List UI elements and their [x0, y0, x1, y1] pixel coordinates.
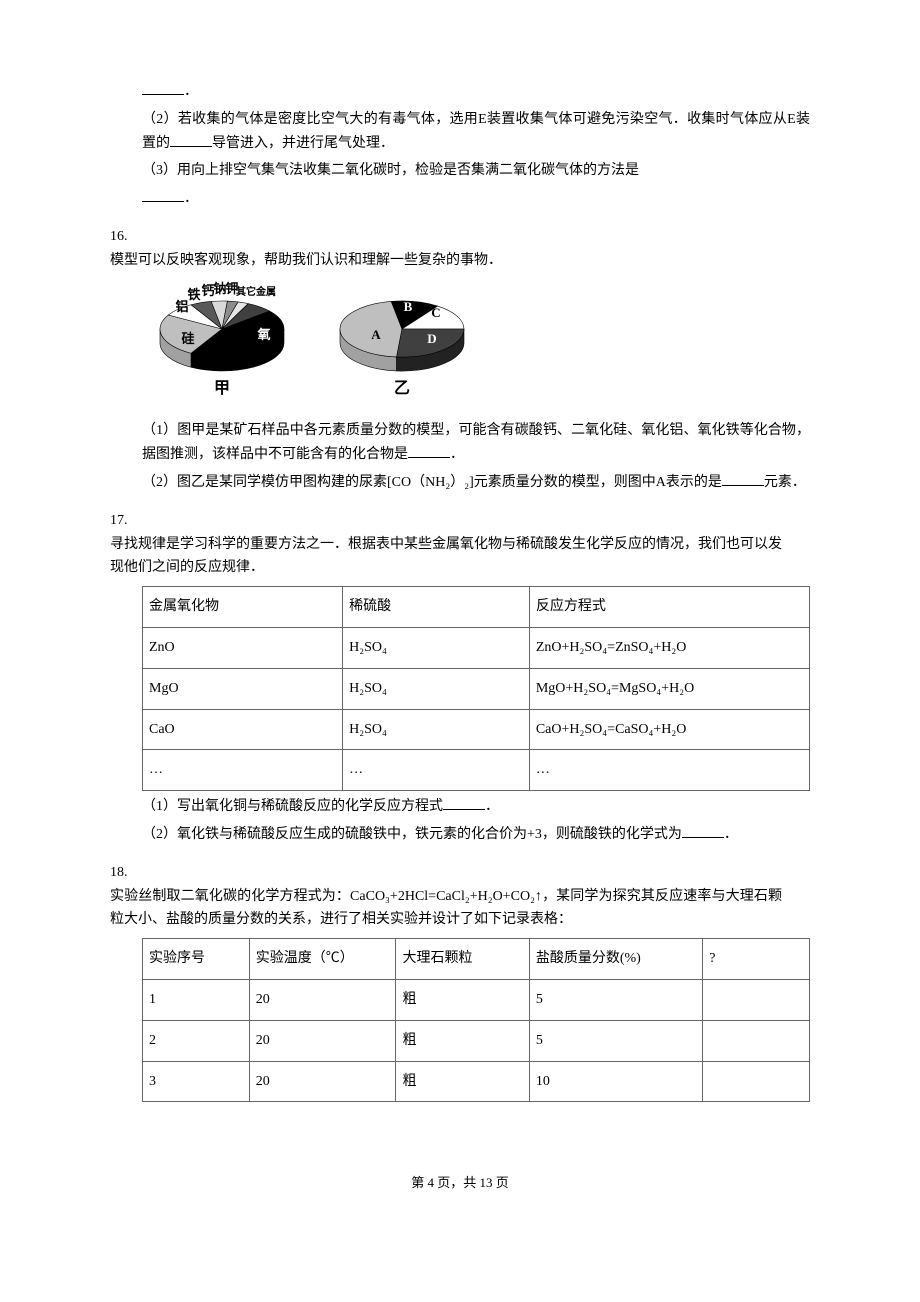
table-cell: MgO+H₂SO₄=MgSO₄+H₂O [529, 668, 809, 709]
table-cell: 10 [529, 1061, 702, 1102]
table-row: ……… [143, 750, 810, 791]
table-header-cell: 稀硫酸 [343, 587, 530, 628]
q15-p3-blank: ． [110, 187, 810, 211]
blank[interactable] [408, 444, 450, 458]
table-cell [703, 1020, 810, 1061]
svg-text:氧: 氧 [256, 327, 270, 342]
table-cell: 2 [143, 1020, 250, 1061]
q15-tail-blank: ． [110, 80, 810, 104]
table-cell: 3 [143, 1061, 250, 1102]
q15-p2: （2）若收集的气体是密度比空气大的有毒气体，选用E装置收集气体可避免污染空气．收… [110, 108, 810, 156]
q16-figure: 氧硅铝铁钙钠钾其它金属甲ABCD乙 [142, 279, 810, 418]
blank[interactable] [170, 133, 212, 147]
blank[interactable] [142, 188, 184, 202]
table-cell: MgO [143, 668, 343, 709]
text: 导管进入，并进行尾气处理． [212, 136, 394, 151]
table-cell: … [529, 750, 809, 791]
table-cell: 粗 [396, 979, 529, 1020]
table-cell: 20 [249, 1020, 396, 1061]
table-cell: ZnO+H₂SO₄=ZnSO₄+H₂O [529, 627, 809, 668]
table-header-cell: 实验序号 [143, 939, 250, 980]
table-row: MgOH₂SO₄MgO+H₂SO₄=MgSO₄+H₂O [143, 668, 810, 709]
q17-p2: （2）氧化铁与稀硫酸反应生成的硫酸铁中，铁元素的化合价为+3，则硫酸铁的化学式为… [110, 823, 810, 847]
svg-text:乙: 乙 [394, 380, 410, 397]
table-cell: H₂SO₄ [343, 627, 530, 668]
table-row: 220粗5 [143, 1020, 810, 1061]
q17-p1: （1）写出氧化铜与稀硫酸反应的化学反应方程式 ． [110, 795, 810, 819]
text: （3）用向上排空气集气法收集二氧化碳时，检验是否集满二氧化碳气体的方法是 [142, 163, 639, 178]
table-cell: CaO [143, 709, 343, 750]
q17: 17. 寻找规律是学习科学的重要方法之一．根据表中某些金属氧化物与稀硫酸发生化学… [110, 509, 810, 580]
svg-text:硅: 硅 [181, 331, 194, 346]
table-cell: H₂SO₄ [343, 668, 530, 709]
q17-table: 金属氧化物稀硫酸反应方程式ZnOH₂SO₄ZnO+H₂SO₄=ZnSO₄+H₂O… [142, 586, 810, 791]
table-header-cell: 盐酸质量分数(%) [529, 939, 702, 980]
table-header-cell: 实验温度（℃） [249, 939, 396, 980]
pie-charts-svg: 氧硅铝铁钙钠钾其它金属甲ABCD乙 [142, 279, 522, 409]
text: ． [184, 191, 198, 206]
svg-text:其它金属: 其它金属 [236, 285, 276, 298]
svg-text:B: B [404, 299, 413, 314]
svg-text:甲: 甲 [214, 379, 230, 397]
q16-p2: （2）图乙是某同学模仿甲图构建的尿素[CO（NH₂）₂]元素质量分数的模型，则图… [110, 471, 810, 495]
table-header-cell: 反应方程式 [529, 587, 809, 628]
q18: 18. 实验丝制取二氧化碳的化学方程式为：CaCO₃+2HCl=CaCl₂+H₂… [110, 861, 810, 932]
blank[interactable] [443, 796, 485, 810]
table-cell: 粗 [396, 1020, 529, 1061]
blank[interactable] [142, 81, 184, 95]
table-cell: H₂SO₄ [343, 709, 530, 750]
table-cell: 5 [529, 979, 702, 1020]
table-cell [703, 979, 810, 1020]
q18-intro: 实验丝制取二氧化碳的化学方程式为：CaCO₃+2HCl=CaCl₂+H₂O+CO… [110, 885, 782, 933]
table-header-cell: ? [703, 939, 810, 980]
table-row: 320粗10 [143, 1061, 810, 1102]
table-cell: 粗 [396, 1061, 529, 1102]
q16-p1: （1）图甲是某矿石样品中各元素质量分数的模型，可能含有碳酸钙、二氧化硅、氧化铝、… [110, 419, 810, 467]
q16-intro: 模型可以反映客观现象，帮助我们认识和理解一些复杂的事物． [110, 249, 782, 273]
table-cell: … [143, 750, 343, 791]
table-cell: 20 [249, 979, 396, 1020]
q18-number: 18. [110, 861, 138, 885]
table-cell: CaO+H₂SO₄=CaSO₄+H₂O [529, 709, 809, 750]
page-footer: 第 4 页，共 13 页 [110, 1172, 810, 1194]
text: （2）氧化铁与稀硫酸反应生成的硫酸铁中，铁元素的化合价为+3，则硫酸铁的化学式为 [142, 827, 682, 842]
svg-text:铁: 铁 [186, 287, 200, 302]
table-cell: ZnO [143, 627, 343, 668]
blank[interactable] [722, 472, 764, 486]
q18-table: 实验序号实验温度（℃）大理石颗粒盐酸质量分数(%)?120粗5220粗5320粗… [142, 938, 810, 1102]
blank[interactable] [682, 824, 724, 838]
text: ． [450, 447, 464, 462]
table-cell: 20 [249, 1061, 396, 1102]
text: （1）写出氧化铜与稀硫酸反应的化学反应方程式 [142, 799, 443, 814]
q17-number: 17. [110, 509, 138, 533]
table-cell: … [343, 750, 530, 791]
text: 元素． [764, 475, 806, 490]
q15-p3: （3）用向上排空气集气法收集二氧化碳时，检验是否集满二氧化碳气体的方法是 [110, 159, 810, 183]
table-row: 120粗5 [143, 979, 810, 1020]
svg-text:D: D [427, 331, 436, 346]
q16: 16. 模型可以反映客观现象，帮助我们认识和理解一些复杂的事物． [110, 225, 810, 273]
q17-intro: 寻找规律是学习科学的重要方法之一．根据表中某些金属氧化物与稀硫酸发生化学反应的情… [110, 533, 782, 581]
text: （1）图甲是某矿石样品中各元素质量分数的模型，可能含有碳酸钙、二氧化硅、氧化铝、… [142, 423, 810, 462]
table-row: ZnOH₂SO₄ZnO+H₂SO₄=ZnSO₄+H₂O [143, 627, 810, 668]
text: ． [485, 799, 499, 814]
svg-text:A: A [371, 327, 381, 342]
q16-number: 16. [110, 225, 138, 249]
table-cell: 5 [529, 1020, 702, 1061]
text: ． [184, 84, 198, 99]
text: （2）图乙是某同学模仿甲图构建的尿素[CO（NH₂）₂]元素质量分数的模型，则图… [142, 475, 722, 490]
table-header-cell: 金属氧化物 [143, 587, 343, 628]
table-cell [703, 1061, 810, 1102]
table-row: CaOH₂SO₄CaO+H₂SO₄=CaSO₄+H₂O [143, 709, 810, 750]
svg-text:C: C [431, 305, 440, 320]
table-cell: 1 [143, 979, 250, 1020]
text: ． [724, 827, 738, 842]
table-header-cell: 大理石颗粒 [396, 939, 529, 980]
